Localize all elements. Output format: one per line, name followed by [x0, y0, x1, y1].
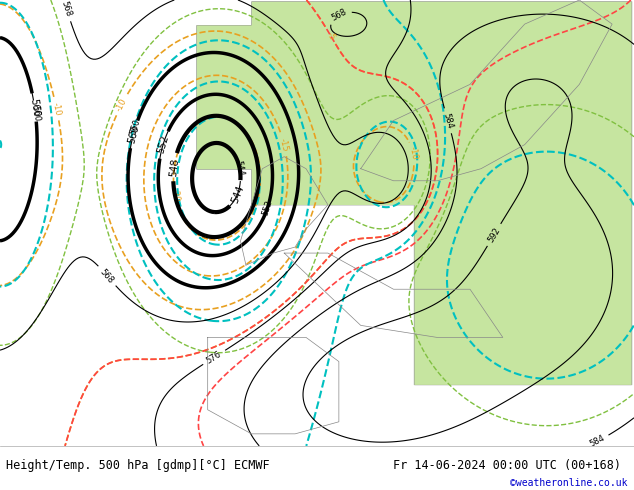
Text: -10: -10	[407, 146, 418, 161]
Text: 548: 548	[168, 157, 180, 177]
Text: -20: -20	[169, 188, 181, 203]
Text: 568: 568	[60, 0, 74, 18]
Text: -5: -5	[325, 30, 337, 42]
Text: -10: -10	[51, 101, 62, 117]
Text: 552: 552	[261, 198, 275, 216]
Text: 560: 560	[126, 124, 141, 145]
Text: 552: 552	[155, 134, 171, 155]
Text: 584: 584	[441, 112, 455, 130]
Text: 544: 544	[230, 184, 245, 204]
Text: -10: -10	[115, 97, 129, 113]
Text: Height/Temp. 500 hPa [gdmp][°C] ECMWF: Height/Temp. 500 hPa [gdmp][°C] ECMWF	[6, 459, 270, 472]
Text: 560: 560	[29, 98, 41, 117]
Text: 576: 576	[205, 349, 223, 366]
Text: 544: 544	[234, 160, 245, 177]
Text: Fr 14-06-2024 00:00 UTC (00+168): Fr 14-06-2024 00:00 UTC (00+168)	[393, 459, 621, 472]
Text: 592: 592	[486, 226, 502, 244]
Text: 560: 560	[30, 105, 41, 122]
Text: 568: 568	[330, 7, 349, 23]
Text: 568: 568	[98, 267, 115, 285]
Text: ©weatheronline.co.uk: ©weatheronline.co.uk	[510, 478, 628, 488]
Text: 560: 560	[129, 118, 143, 135]
Text: -15: -15	[278, 137, 290, 152]
Text: 584: 584	[588, 434, 606, 449]
